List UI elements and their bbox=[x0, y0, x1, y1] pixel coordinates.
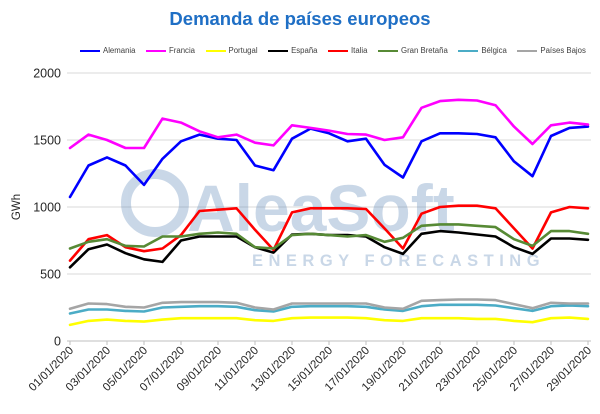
legend-swatch-paises-bajos bbox=[517, 49, 538, 53]
legend-swatch-alemania bbox=[80, 49, 100, 53]
legend-item-gran-bretana: Gran Bretaña bbox=[378, 45, 448, 57]
legend-item-francia: Francia bbox=[146, 45, 195, 57]
y-tick-label: 1500 bbox=[33, 134, 61, 148]
y-tick-label: 2000 bbox=[33, 67, 61, 81]
legend-label-alemania: Alemania bbox=[103, 46, 136, 55]
legend-swatch-gran-bretana bbox=[378, 49, 398, 53]
series-line-francia bbox=[68, 98, 590, 150]
watermark-logo-icon bbox=[121, 169, 189, 237]
legend-swatch-italia bbox=[328, 49, 349, 53]
legend-label-paises-bajos: Países Bajos bbox=[540, 46, 586, 55]
watermark-tagline: ENERGY FORECASTING bbox=[252, 252, 545, 270]
series-line-belgica bbox=[68, 303, 590, 315]
y-axis-label: GWh bbox=[11, 194, 23, 220]
legend-swatch-espana bbox=[268, 49, 289, 53]
series-line-alemania bbox=[68, 125, 590, 199]
series-line-gran-bretana bbox=[68, 223, 590, 250]
legend-item-espana: España bbox=[268, 45, 318, 57]
y-tick-label: 1000 bbox=[33, 201, 61, 215]
series-line-portugal bbox=[68, 316, 590, 327]
legend-item-italia: Italia bbox=[328, 45, 368, 57]
legend-swatch-belgica bbox=[458, 49, 479, 53]
series-line-italia bbox=[68, 204, 590, 262]
legend-label-italia: Italia bbox=[351, 46, 368, 55]
legend-label-belgica: Bélgica bbox=[481, 46, 507, 55]
y-tick-label: 0 bbox=[54, 335, 61, 349]
chart-title: Demanda de países europeos bbox=[169, 8, 431, 29]
legend-item-paises-bajos: Países Bajos bbox=[517, 45, 586, 57]
legend-swatch-portugal bbox=[205, 49, 226, 53]
legend-label-espana: España bbox=[291, 46, 318, 55]
chart-legend: Alemania Francia Portugal España Italia Gran … bbox=[80, 45, 586, 57]
legend-label-francia: Francia bbox=[169, 46, 196, 55]
legend-swatch-francia bbox=[146, 49, 167, 53]
y-tick-label: 500 bbox=[40, 268, 61, 282]
series-line-paises-bajos bbox=[68, 298, 590, 311]
legend-item-portugal: Portugal bbox=[205, 45, 258, 57]
legend-label-gran-bretana: Gran Bretaña bbox=[401, 46, 448, 55]
legend-item-belgica: Bélgica bbox=[458, 45, 507, 57]
legend-label-portugal: Portugal bbox=[228, 46, 258, 55]
legend-item-alemania: Alemania bbox=[80, 45, 136, 57]
